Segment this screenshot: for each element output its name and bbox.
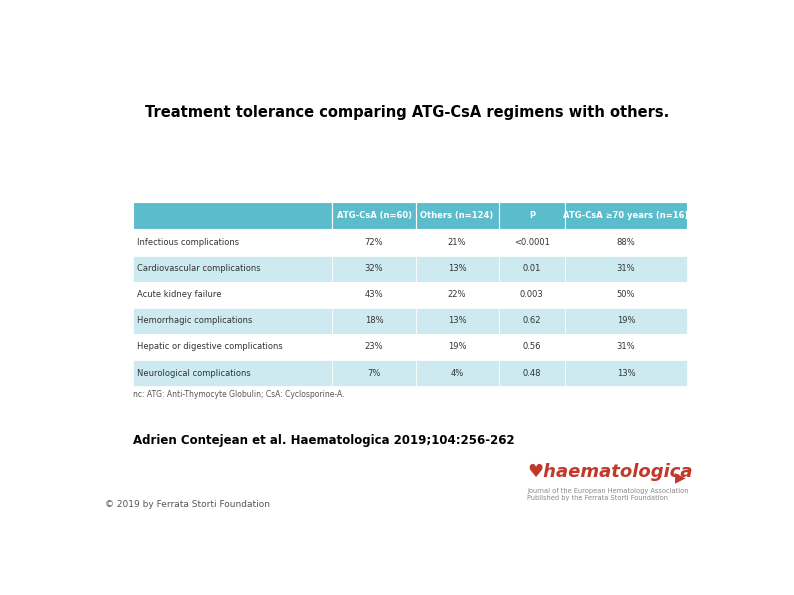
FancyBboxPatch shape [333, 202, 415, 230]
FancyBboxPatch shape [565, 281, 687, 308]
Text: 0.48: 0.48 [522, 368, 541, 378]
Text: 0.56: 0.56 [522, 343, 541, 352]
Text: Infectious complications: Infectious complications [137, 238, 239, 247]
Text: Hemorrhagic complications: Hemorrhagic complications [137, 317, 252, 325]
FancyBboxPatch shape [133, 202, 333, 230]
FancyBboxPatch shape [499, 202, 565, 230]
FancyBboxPatch shape [415, 334, 499, 360]
Text: 21%: 21% [448, 238, 466, 247]
FancyBboxPatch shape [133, 308, 333, 334]
FancyBboxPatch shape [415, 308, 499, 334]
Text: <0.0001: <0.0001 [514, 238, 549, 247]
FancyBboxPatch shape [499, 230, 565, 256]
Text: 0.01: 0.01 [522, 264, 541, 273]
FancyBboxPatch shape [565, 230, 687, 256]
Text: ATG-CsA (n=60): ATG-CsA (n=60) [337, 211, 411, 220]
FancyBboxPatch shape [415, 360, 499, 386]
Text: Cardiovascular complications: Cardiovascular complications [137, 264, 260, 273]
Text: 0.003: 0.003 [520, 290, 544, 299]
Text: 13%: 13% [617, 368, 635, 378]
Text: ♥haematologica: ♥haematologica [527, 464, 692, 481]
Text: Hepatic or digestive complications: Hepatic or digestive complications [137, 343, 283, 352]
FancyBboxPatch shape [499, 256, 565, 281]
Text: 0.62: 0.62 [522, 317, 541, 325]
Text: Neurological complications: Neurological complications [137, 368, 251, 378]
Text: 13%: 13% [448, 317, 466, 325]
Text: 19%: 19% [448, 343, 466, 352]
FancyBboxPatch shape [415, 281, 499, 308]
Text: Treatment tolerance comparing ATG-CsA regimens with others.: Treatment tolerance comparing ATG-CsA re… [145, 105, 669, 120]
FancyBboxPatch shape [499, 281, 565, 308]
Text: 43%: 43% [364, 290, 384, 299]
Text: 4%: 4% [450, 368, 464, 378]
FancyBboxPatch shape [133, 334, 333, 360]
Text: 32%: 32% [364, 264, 384, 273]
FancyBboxPatch shape [565, 202, 687, 230]
FancyBboxPatch shape [565, 334, 687, 360]
FancyBboxPatch shape [499, 360, 565, 386]
Text: 13%: 13% [448, 264, 466, 273]
Text: 31%: 31% [617, 264, 635, 273]
Text: © 2019 by Ferrata Storti Foundation: © 2019 by Ferrata Storti Foundation [106, 500, 271, 509]
Text: 7%: 7% [368, 368, 380, 378]
FancyBboxPatch shape [133, 281, 333, 308]
FancyBboxPatch shape [333, 281, 415, 308]
FancyBboxPatch shape [565, 256, 687, 281]
Text: 18%: 18% [364, 317, 384, 325]
Text: 23%: 23% [364, 343, 384, 352]
Text: 19%: 19% [617, 317, 635, 325]
FancyBboxPatch shape [333, 256, 415, 281]
Text: nc: ATG: Anti-Thymocyte Globulin; CsA: Cyclosporine-A.: nc: ATG: Anti-Thymocyte Globulin; CsA: C… [133, 390, 345, 399]
Text: 31%: 31% [617, 343, 635, 352]
FancyBboxPatch shape [499, 308, 565, 334]
Text: Others (n=124): Others (n=124) [421, 211, 494, 220]
FancyBboxPatch shape [333, 230, 415, 256]
FancyBboxPatch shape [499, 334, 565, 360]
FancyBboxPatch shape [133, 360, 333, 386]
Text: P: P [529, 211, 535, 220]
FancyBboxPatch shape [565, 308, 687, 334]
Text: ▶: ▶ [676, 470, 686, 484]
FancyBboxPatch shape [415, 256, 499, 281]
Text: Journal of the European Hematology Association: Journal of the European Hematology Assoc… [527, 488, 688, 494]
Text: 88%: 88% [617, 238, 635, 247]
Text: ATG-CsA ≥70 years (n=16): ATG-CsA ≥70 years (n=16) [563, 211, 688, 220]
FancyBboxPatch shape [333, 308, 415, 334]
Text: Published by the Ferrata Storti Foundation: Published by the Ferrata Storti Foundati… [527, 496, 668, 502]
FancyBboxPatch shape [415, 202, 499, 230]
FancyBboxPatch shape [133, 256, 333, 281]
FancyBboxPatch shape [333, 360, 415, 386]
FancyBboxPatch shape [133, 230, 333, 256]
Text: Acute kidney failure: Acute kidney failure [137, 290, 222, 299]
Text: 72%: 72% [364, 238, 384, 247]
Text: Adrien Contejean et al. Haematologica 2019;104:256-262: Adrien Contejean et al. Haematologica 20… [133, 434, 515, 447]
FancyBboxPatch shape [415, 230, 499, 256]
Text: 50%: 50% [617, 290, 635, 299]
FancyBboxPatch shape [333, 334, 415, 360]
Text: 22%: 22% [448, 290, 466, 299]
FancyBboxPatch shape [565, 360, 687, 386]
